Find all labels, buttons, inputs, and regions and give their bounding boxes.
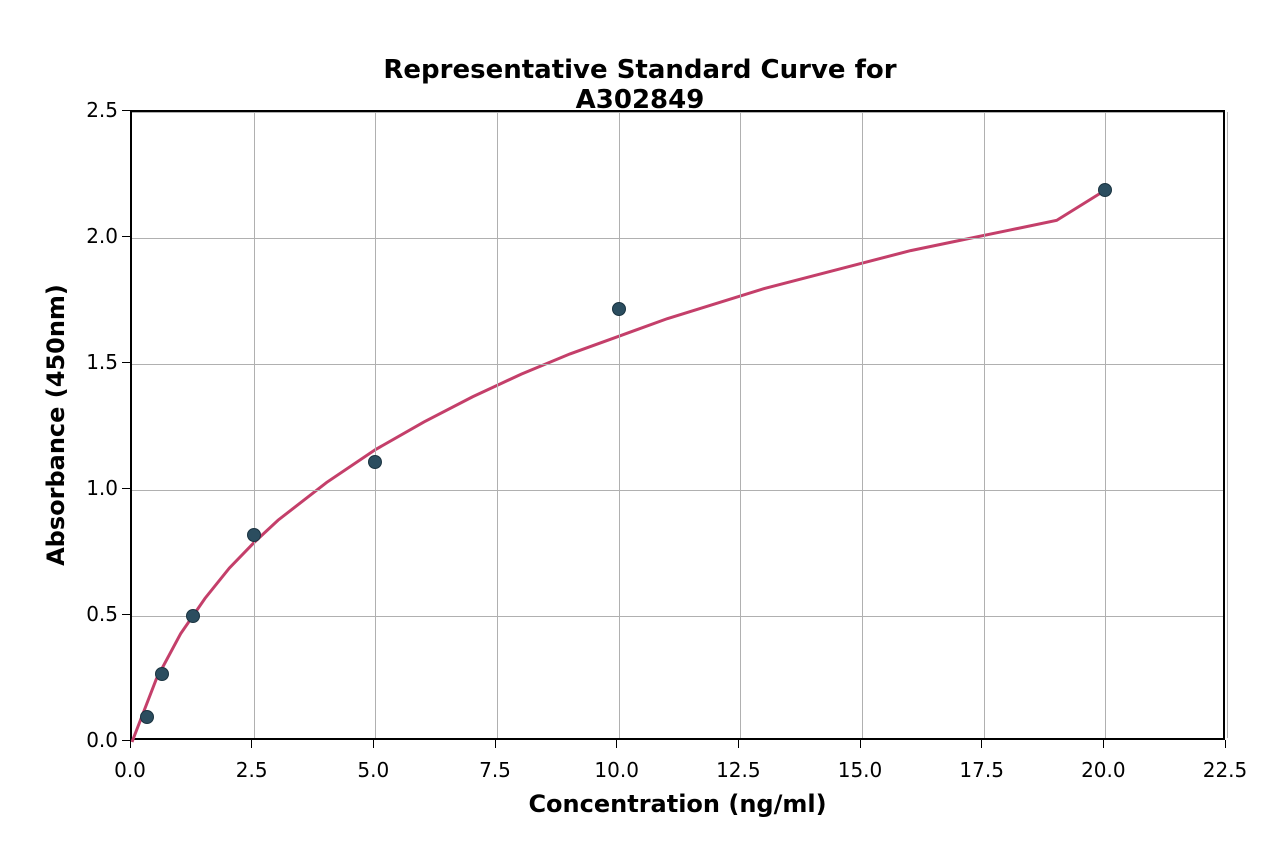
- data-point: [186, 609, 200, 623]
- tick-mark-y: [122, 740, 130, 741]
- data-point: [368, 455, 382, 469]
- data-point: [247, 528, 261, 542]
- grid-line-vertical: [1105, 112, 1106, 738]
- tick-mark-x: [1225, 740, 1226, 748]
- y-tick-label: 2.5: [86, 98, 118, 122]
- grid-line-vertical: [375, 112, 376, 738]
- tick-mark-x: [251, 740, 252, 748]
- grid-line-horizontal: [132, 616, 1223, 617]
- x-tick-label: 15.0: [838, 758, 883, 782]
- tick-mark-x: [616, 740, 617, 748]
- tick-mark-y: [122, 614, 130, 615]
- x-tick-label: 20.0: [1081, 758, 1126, 782]
- data-point: [140, 710, 154, 724]
- x-tick-label: 17.5: [959, 758, 1004, 782]
- grid-line-vertical: [497, 112, 498, 738]
- data-point: [612, 302, 626, 316]
- tick-mark-y: [122, 362, 130, 363]
- data-point: [1098, 183, 1112, 197]
- tick-mark-x: [738, 740, 739, 748]
- grid-line-horizontal: [132, 112, 1223, 113]
- x-tick-label: 5.0: [357, 758, 389, 782]
- grid-line-vertical: [984, 112, 985, 738]
- grid-line-horizontal: [132, 490, 1223, 491]
- grid-line-vertical: [254, 112, 255, 738]
- grid-line-vertical: [862, 112, 863, 738]
- y-axis-label: Absorbance (450nm): [42, 284, 70, 566]
- plot-area: [130, 110, 1225, 740]
- tick-mark-y: [122, 110, 130, 111]
- x-tick-label: 10.0: [594, 758, 639, 782]
- x-tick-label: 12.5: [716, 758, 761, 782]
- chart-title: Representative Standard Curve for A30284…: [320, 55, 960, 115]
- data-point: [155, 667, 169, 681]
- tick-mark-x: [495, 740, 496, 748]
- x-axis-label: Concentration (ng/ml): [528, 790, 826, 818]
- x-tick-label: 7.5: [479, 758, 511, 782]
- tick-mark-x: [373, 740, 374, 748]
- grid-line-horizontal: [132, 238, 1223, 239]
- tick-mark-x: [981, 740, 982, 748]
- tick-mark-x: [860, 740, 861, 748]
- x-tick-label: 2.5: [236, 758, 268, 782]
- curve-line: [132, 112, 1223, 738]
- grid-line-horizontal: [132, 364, 1223, 365]
- grid-line-vertical: [1227, 112, 1228, 738]
- y-tick-label: 2.0: [86, 224, 118, 248]
- x-tick-label: 22.5: [1203, 758, 1248, 782]
- chart-container: Representative Standard Curve for A30284…: [0, 0, 1280, 845]
- x-tick-label: 0.0: [114, 758, 146, 782]
- tick-mark-y: [122, 488, 130, 489]
- y-tick-label: 0.5: [86, 602, 118, 626]
- grid-line-vertical: [740, 112, 741, 738]
- y-tick-label: 1.5: [86, 350, 118, 374]
- grid-line-vertical: [619, 112, 620, 738]
- tick-mark-x: [1103, 740, 1104, 748]
- tick-mark-y: [122, 236, 130, 237]
- y-tick-label: 0.0: [86, 728, 118, 752]
- tick-mark-x: [130, 740, 131, 748]
- y-tick-label: 1.0: [86, 476, 118, 500]
